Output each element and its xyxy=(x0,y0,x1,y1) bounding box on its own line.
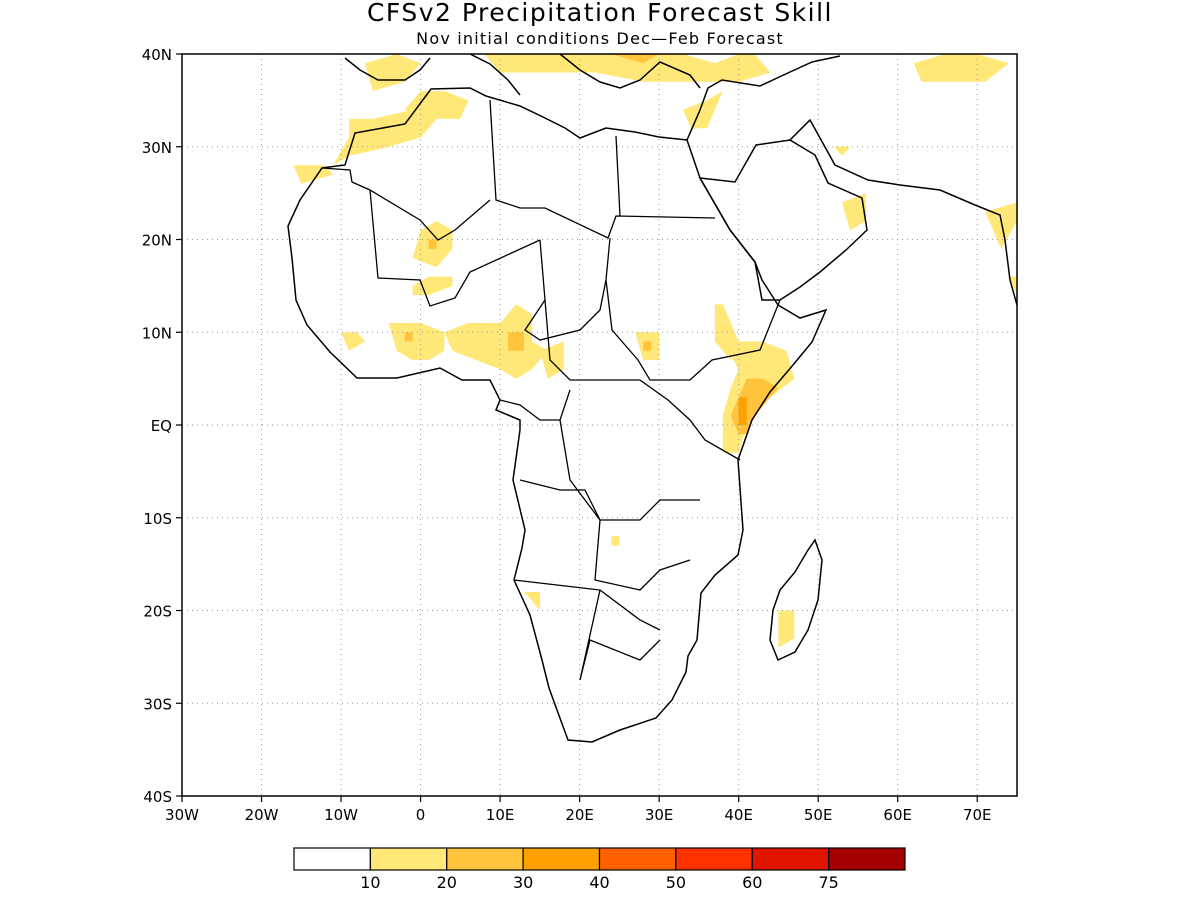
colorbar-label: 20 xyxy=(437,873,457,892)
colorbar-swatch-7 xyxy=(828,847,906,871)
x-tick-label: 20E xyxy=(565,806,594,824)
skill-region-9 xyxy=(428,239,437,249)
x-tick-label: 10W xyxy=(324,806,358,824)
colorbar-swatch-4 xyxy=(598,847,677,871)
colorbar: 10 20 30 40 50 60 75 xyxy=(293,847,906,892)
colorbar-label: 60 xyxy=(742,873,762,892)
chart-subtitle: Nov initial conditions Dec—Feb Forecast xyxy=(416,29,784,48)
x-tick-label: 0 xyxy=(416,806,426,824)
y-tick-label: 40N xyxy=(142,46,172,64)
skill-region-22 xyxy=(738,397,747,425)
skill-shading xyxy=(293,54,1017,648)
mideast-coastline xyxy=(686,55,1017,306)
colorbar-swatch-6 xyxy=(751,847,830,871)
colorbar-label: 40 xyxy=(589,873,609,892)
colorbar-swatch-5 xyxy=(675,847,753,871)
skill-region-3 xyxy=(293,165,334,184)
colorbar-label: 10 xyxy=(360,873,380,892)
skill-region-24 xyxy=(842,193,866,231)
colorbar-swatch-1 xyxy=(369,847,448,871)
x-tick-label: 70E xyxy=(963,806,992,824)
skill-region-29 xyxy=(611,536,620,546)
skill-region-23 xyxy=(834,146,850,156)
chart-title: CFSv2 Precipitation Forecast Skill xyxy=(366,0,834,27)
skill-region-12 xyxy=(388,323,445,361)
coastlines xyxy=(287,54,1017,743)
y-tick-label: EQ xyxy=(151,417,172,435)
y-tick-label: 10S xyxy=(143,510,172,528)
x-tick-label: 30E xyxy=(645,806,674,824)
colorbar-label: 50 xyxy=(666,873,686,892)
y-tick-label: 30S xyxy=(143,695,172,713)
skill-region-5 xyxy=(611,54,660,64)
skill-region-13 xyxy=(404,332,413,342)
skill-region-16 xyxy=(539,341,564,379)
y-tick-label: 20S xyxy=(143,603,172,621)
madagascar-coastline xyxy=(769,538,823,662)
skill-region-7 xyxy=(913,54,1009,82)
skill-region-6 xyxy=(683,91,723,129)
colorbar-label: 30 xyxy=(513,873,533,892)
x-tick-label: 30W xyxy=(165,806,199,824)
country-borders xyxy=(321,99,781,681)
x-axis-ticks: 30W 20W 10W 0 10E 20E 30E 40E 50E 60E 70E xyxy=(165,796,992,824)
skill-region-27 xyxy=(778,610,795,648)
colorbar-swatch-0 xyxy=(293,847,371,871)
x-tick-label: 50E xyxy=(804,806,833,824)
x-tick-label: 10E xyxy=(486,806,515,824)
colorbar-swatch-3 xyxy=(522,847,601,871)
skill-region-4 xyxy=(484,54,771,82)
y-tick-label: 10N xyxy=(142,324,172,342)
y-tick-label: 30N xyxy=(142,139,172,157)
gridlines xyxy=(182,54,1017,796)
x-tick-label: 20W xyxy=(245,806,279,824)
y-tick-label: 20N xyxy=(142,232,172,250)
skill-region-0 xyxy=(364,54,421,92)
skill-region-11 xyxy=(341,332,365,351)
skill-region-2 xyxy=(404,91,469,119)
arabia-coastline xyxy=(698,139,868,301)
skill-region-10 xyxy=(412,276,453,296)
x-tick-label: 40E xyxy=(724,806,753,824)
colorbar-swatch-2 xyxy=(446,847,524,871)
skill-region-28 xyxy=(524,591,540,611)
skill-region-18 xyxy=(643,341,652,351)
y-tick-label: 40S xyxy=(143,788,172,806)
skill-region-25 xyxy=(985,202,1017,249)
colorbar-label: 75 xyxy=(818,873,838,892)
y-axis-ticks: 40N 30N 20N 10N EQ 10S 20S 30S 40S xyxy=(142,46,182,806)
europe-coastline xyxy=(344,54,701,96)
skill-region-14 xyxy=(444,304,548,379)
skill-region-15 xyxy=(508,332,524,351)
x-tick-label: 60E xyxy=(883,806,912,824)
